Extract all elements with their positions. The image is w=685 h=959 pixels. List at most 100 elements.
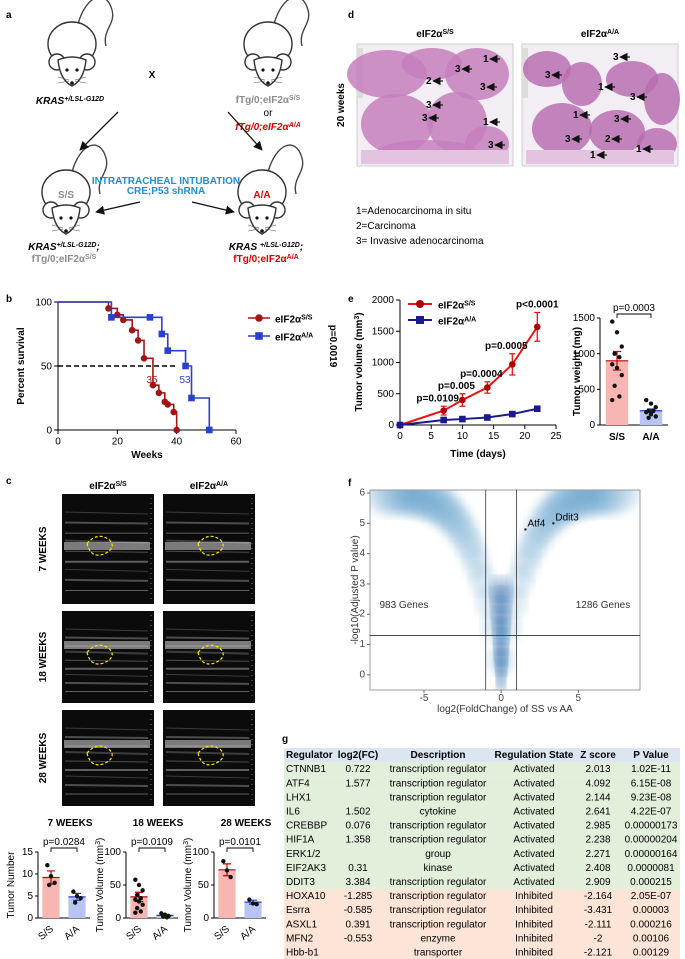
genotype-part: A/A [287, 254, 299, 261]
data-point [164, 915, 170, 920]
y-axis-label: Percent survival [16, 327, 27, 404]
column-header: eIF2αS/S [89, 481, 127, 493]
genotype-part: fTg/0;eIF2α [32, 254, 86, 265]
mouse-genotype: S/S [58, 190, 74, 201]
y-tick-label: 6 [359, 488, 365, 499]
x-tick-label: -5 [420, 693, 429, 704]
ultrasound-texture [165, 760, 250, 763]
ultrasound-texture [64, 568, 149, 572]
table-cell: 0.00000164 [625, 849, 678, 860]
significance-bracket [616, 313, 652, 318]
data-point [653, 404, 658, 410]
genotype: fTg/0;eIF2αS/S [236, 95, 301, 107]
error-bar [605, 350, 629, 371]
table-row [284, 860, 680, 875]
mouse-nose [64, 229, 68, 233]
data-point [188, 394, 195, 402]
table-cell: transcription regulator [390, 905, 487, 916]
significance-bracket [138, 847, 166, 852]
panel-label: f [348, 478, 352, 489]
y-tick-label: 1 [359, 639, 365, 650]
row-label: 28 WEEKS [38, 732, 49, 783]
table-cell: 3.384 [345, 877, 370, 888]
gene-label: Atf4 [527, 518, 545, 529]
table-cell: 2.408 [585, 863, 610, 874]
table-cell: 0.00106 [633, 933, 670, 944]
table-header-cell: log2(FC) [338, 750, 379, 761]
table-cell: 4.22E-07 [631, 807, 672, 818]
lesion-label: 3 [630, 92, 636, 103]
mouse-tail [267, 144, 304, 195]
table-cell: Activated [513, 835, 554, 846]
table-cell: 2.909 [585, 877, 610, 888]
table-cell: HIF1A [286, 835, 315, 846]
table-cell: 0.00000173 [625, 821, 678, 832]
y-tick-label: 2000 [372, 295, 395, 306]
data-point [160, 914, 166, 919]
legend-marker [416, 300, 424, 308]
data-point [617, 394, 622, 399]
table-cell: 1.502 [345, 807, 370, 818]
arrow [191, 201, 235, 215]
x-tick-label: 40 [171, 437, 183, 448]
y-axis-label-part: Tumor volume (mm [354, 319, 365, 411]
table-cell: -2 [594, 933, 603, 944]
table-cell: Activated [513, 821, 554, 832]
y-tick-label: 0 [203, 913, 209, 924]
ultrasound-texture [165, 550, 250, 553]
y-tick-label: 500 [377, 389, 394, 400]
mouse-eye [255, 216, 259, 220]
legend-marker [416, 316, 424, 324]
ultrasound-image [62, 611, 154, 703]
column-header-part: eIF2α [89, 481, 116, 492]
data-point [250, 901, 256, 906]
table-cell: 0.00129 [633, 948, 670, 959]
table-cell: Hbb-b1 [286, 948, 319, 959]
legend-marker [255, 314, 263, 322]
significance-bracket [226, 847, 254, 852]
ultrasound-texture [165, 659, 250, 662]
genotype-part: ; [300, 242, 303, 253]
data-point [612, 351, 617, 356]
table-cell: Activated [513, 849, 554, 860]
genotype-part: S/S [289, 95, 301, 102]
gene-point [524, 528, 527, 531]
lesion-label: 3 [488, 140, 494, 151]
y-tick-label: 0 [46, 425, 52, 436]
column-header-part: S/S [115, 481, 127, 488]
y-tick-label: 50 [41, 361, 53, 372]
genotype-part: KRAS [36, 96, 65, 107]
mouse-icon [47, 0, 114, 87]
table-cell: 0.0000081 [627, 863, 675, 874]
x-tick-label: 5 [576, 693, 582, 704]
lesion-label: 2 [426, 76, 432, 87]
mouse-nose [266, 81, 270, 85]
data-point [128, 326, 136, 334]
tissue [361, 94, 433, 154]
panel-label: c [6, 476, 12, 487]
y-axis-label-part: 3 [183, 841, 190, 845]
p-value: p=0.0284 [43, 837, 85, 848]
tumor-outline [86, 535, 113, 556]
lesion-label: 3 [480, 82, 486, 93]
y-tick-label: 3 [359, 578, 365, 589]
mouse-whiskers [57, 76, 87, 84]
table-cell: CREBBP [286, 821, 327, 832]
bar [68, 896, 86, 918]
ultrasound-texture [64, 511, 149, 515]
tumor-outline [86, 745, 113, 766]
data-point [653, 414, 658, 419]
table-cell: Inhibited [515, 919, 553, 930]
ultrasound-texture [165, 736, 250, 739]
ultrasound-band [64, 740, 150, 748]
y-axis-label-part: Tumor Volume (mm [95, 845, 106, 932]
table-row [284, 804, 680, 819]
genotype-part: +/LSL-G12D [57, 242, 97, 249]
genotype-part: KRAS [229, 242, 260, 253]
legend-label: eIF2αA/A [275, 332, 313, 344]
table-header-cell: Description [410, 750, 465, 761]
ultrasound-texture [165, 568, 250, 572]
table-cell: enzyme [420, 933, 455, 944]
table-cell: 2.985 [585, 821, 610, 832]
